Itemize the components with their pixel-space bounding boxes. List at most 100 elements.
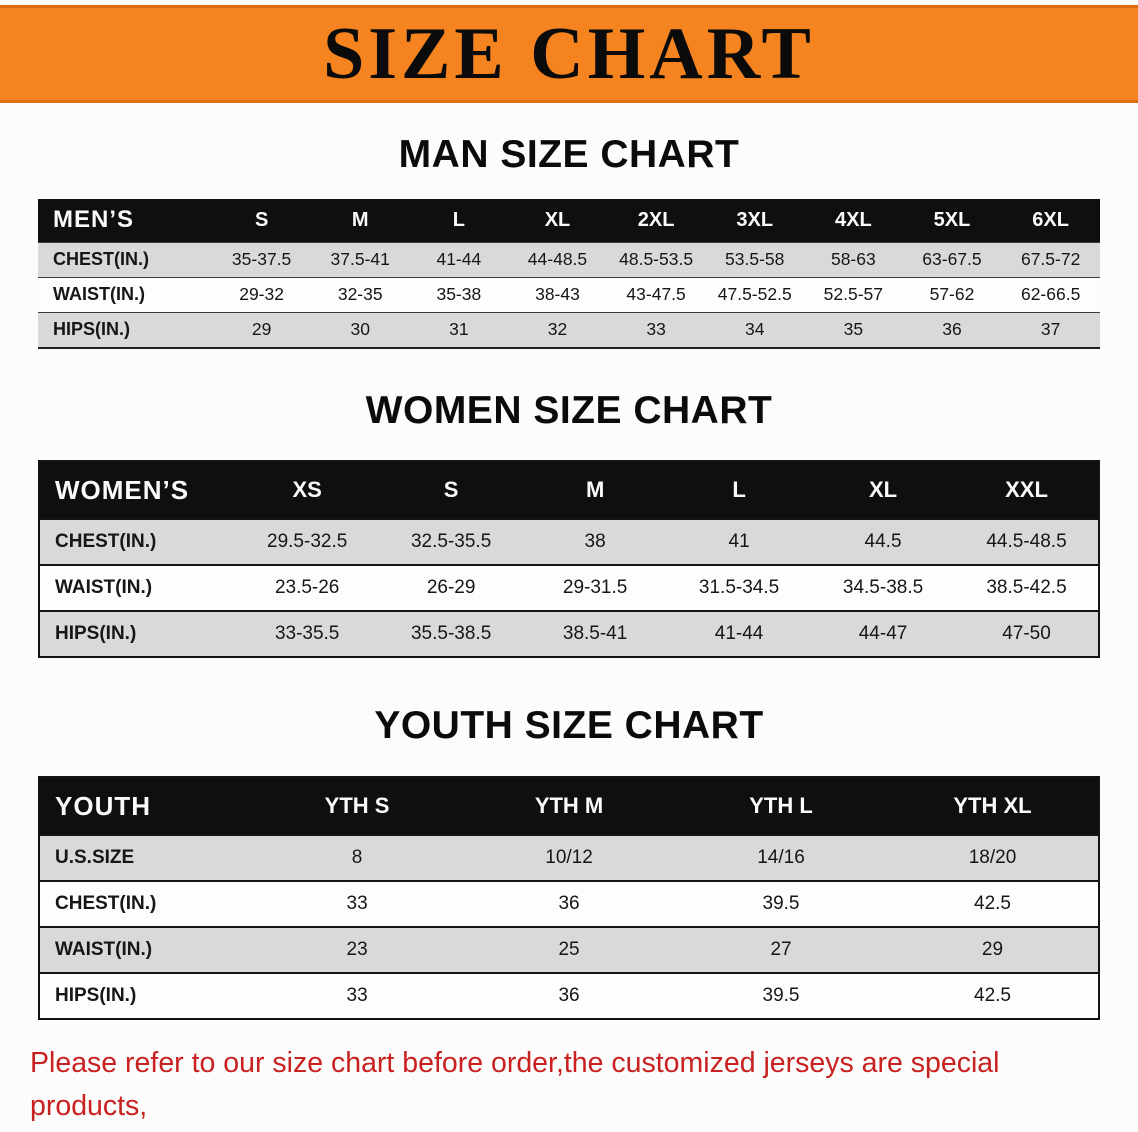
size-value-cell: 34	[705, 311, 805, 348]
size-value-cell: 23	[251, 926, 464, 974]
women-size-table: WOMEN’S XS S M L XL XXL CHEST(IN.) 29.5-32.5 32.5…	[38, 460, 1100, 659]
size-value-cell: 48.5-53.5	[606, 241, 706, 278]
table-header-row: MEN’S S M L XL 2XL 3XL 4XL 5XL 6XL	[38, 198, 1100, 243]
size-value-cell: 35-37.5	[212, 241, 311, 278]
size-value-cell: 63-67.5	[902, 241, 1002, 278]
row-label-cell: WAIST(IN.)	[39, 926, 252, 974]
size-header-cell: XXL	[955, 461, 1099, 520]
measurement-row: WAIST(IN.) 23.5-26 26-29 29-31.5 31.5-34.5 34…	[39, 564, 1099, 612]
size-value-cell: 38	[523, 518, 668, 566]
row-label-cell: CHEST(IN.)	[38, 241, 213, 278]
size-value-cell: 47.5-52.5	[705, 276, 805, 313]
size-value-cell: 38.5-42.5	[955, 564, 1099, 612]
size-value-cell: 29.5-32.5	[235, 518, 380, 566]
size-header-cell: 3XL	[705, 198, 805, 243]
row-label-cell: HIPS(IN.)	[38, 311, 213, 348]
size-value-cell: 14/16	[675, 834, 887, 882]
measurement-row: HIPS(IN.) 33 36 39.5 42.5	[39, 972, 1099, 1020]
row-label-cell: WAIST(IN.)	[39, 564, 236, 612]
size-header-cell: XS	[235, 461, 380, 520]
size-value-cell: 41	[667, 518, 812, 566]
size-value-cell: 23.5-26	[235, 564, 380, 612]
table-name-cell: WOMEN’S	[39, 461, 236, 520]
size-value-cell: 18/20	[887, 834, 1099, 882]
table-name-cell: MEN’S	[38, 198, 213, 243]
size-value-cell: 32-35	[310, 276, 410, 313]
measurement-row: HIPS(IN.) 33-35.5 35.5-38.5 38.5-41 41-44 44-…	[39, 610, 1099, 658]
notice-line-1: Please refer to our size chart before or…	[30, 1047, 1000, 1123]
size-value-cell: 37.5-41	[310, 241, 410, 278]
table-name-cell: YOUTH	[39, 777, 252, 836]
size-value-cell: 41-44	[667, 610, 812, 658]
measurement-row: HIPS(IN.) 29 30 31 32 33 34 35 36 37	[38, 311, 1100, 348]
size-header-cell: YTH S	[251, 777, 464, 836]
size-value-cell: 33-35.5	[235, 610, 380, 658]
measurement-row: CHEST(IN.) 35-37.5 37.5-41 41-44 44-48.5 48.5…	[38, 241, 1100, 278]
row-label-cell: CHEST(IN.)	[39, 518, 236, 566]
size-value-cell: 44.5-48.5	[955, 518, 1099, 566]
row-label-cell: HIPS(IN.)	[39, 972, 252, 1020]
size-value-cell: 36	[463, 972, 676, 1020]
size-header-cell: L	[667, 461, 812, 520]
size-value-cell: 35	[804, 311, 903, 348]
men-size-section: MAN SIZE CHART MEN’S S M L XL 2XL 3XL 4XL 5XL 6XL…	[0, 133, 1138, 349]
size-value-cell: 58-63	[804, 241, 903, 278]
size-value-cell: 42.5	[887, 880, 1099, 928]
banner-title: SIZE CHART	[323, 13, 815, 95]
men-size-table: MEN’S S M L XL 2XL 3XL 4XL 5XL 6XL CHEST(IN.) 35-37…	[38, 198, 1100, 349]
size-header-cell: L	[409, 198, 509, 243]
size-value-cell: 10/12	[463, 834, 676, 882]
size-value-cell: 30	[310, 311, 410, 348]
notice-line-2: we don’t accept cancel, change, teturn o…	[30, 1128, 1118, 1132]
size-value-cell: 37	[1001, 311, 1100, 348]
size-value-cell: 32.5-35.5	[379, 518, 524, 566]
size-header-cell: M	[310, 198, 410, 243]
size-value-cell: 38.5-41	[523, 610, 668, 658]
measurement-row: WAIST(IN.) 23 25 27 29	[39, 926, 1099, 974]
size-value-cell: 44-47	[811, 610, 956, 658]
size-value-cell: 29-31.5	[523, 564, 668, 612]
size-value-cell: 53.5-58	[705, 241, 805, 278]
row-label-cell: CHEST(IN.)	[39, 880, 252, 928]
size-value-cell: 47-50	[955, 610, 1099, 658]
size-header-cell: YTH L	[675, 777, 887, 836]
size-value-cell: 43-47.5	[606, 276, 706, 313]
size-value-cell: 35.5-38.5	[379, 610, 524, 658]
size-value-cell: 29	[212, 311, 311, 348]
size-value-cell: 42.5	[887, 972, 1099, 1020]
size-header-cell: M	[523, 461, 668, 520]
row-label-cell: U.S.SIZE	[39, 834, 252, 882]
size-value-cell: 39.5	[675, 880, 887, 928]
size-value-cell: 33	[251, 880, 464, 928]
size-value-cell: 32	[508, 311, 607, 348]
size-header-cell: S	[379, 461, 524, 520]
row-label-cell: WAIST(IN.)	[38, 276, 213, 313]
size-value-cell: 36	[463, 880, 676, 928]
size-value-cell: 39.5	[675, 972, 887, 1020]
size-value-cell: 34.5-38.5	[811, 564, 956, 612]
size-header-cell: 2XL	[606, 198, 706, 243]
size-value-cell: 31.5-34.5	[667, 564, 812, 612]
size-value-cell: 33	[606, 311, 706, 348]
youth-size-section: YOUTH SIZE CHART YOUTH YTH S YTH M YTH L YTH…	[0, 704, 1138, 1021]
size-header-cell: XL	[508, 198, 607, 243]
size-header-cell: XL	[811, 461, 956, 520]
size-header-cell: 4XL	[804, 198, 903, 243]
youth-size-table: YOUTH YTH S YTH M YTH L YTH XL U.S.SIZE 8 10/12…	[38, 776, 1100, 1021]
size-value-cell: 26-29	[379, 564, 524, 612]
size-value-cell: 25	[463, 926, 676, 974]
table-header-row: YOUTH YTH S YTH M YTH L YTH XL	[39, 777, 1099, 836]
size-value-cell: 41-44	[409, 241, 509, 278]
measurement-row: WAIST(IN.) 29-32 32-35 35-38 38-43 43-47.5 47.…	[38, 276, 1100, 313]
size-value-cell: 67.5-72	[1001, 241, 1100, 278]
size-header-cell: YTH M	[463, 777, 676, 836]
size-value-cell: 36	[902, 311, 1002, 348]
size-header-cell: 6XL	[1001, 198, 1100, 243]
banner: SIZE CHART	[0, 5, 1138, 103]
measurement-row: CHEST(IN.) 33 36 39.5 42.5	[39, 880, 1099, 928]
size-value-cell: 57-62	[902, 276, 1002, 313]
men-section-heading: MAN SIZE CHART	[398, 133, 740, 176]
size-value-cell: 27	[675, 926, 887, 974]
size-header-cell: YTH XL	[887, 777, 1099, 836]
